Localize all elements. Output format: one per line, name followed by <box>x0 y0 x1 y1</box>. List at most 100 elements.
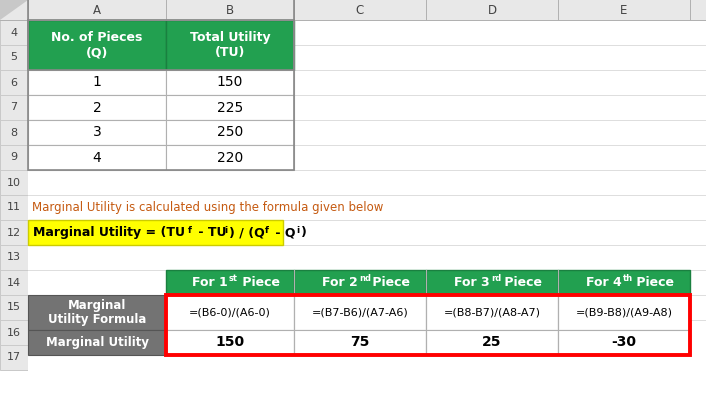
Text: For 4: For 4 <box>586 276 622 289</box>
Text: 11: 11 <box>7 202 21 212</box>
Bar <box>166 145 294 170</box>
Text: No. of Pieces
(Q): No. of Pieces (Q) <box>52 31 143 59</box>
Text: 5: 5 <box>11 52 18 62</box>
Polygon shape <box>0 0 28 20</box>
Text: 14: 14 <box>7 278 21 287</box>
Bar <box>28 220 283 245</box>
Bar <box>294 295 426 330</box>
Bar <box>166 330 294 355</box>
Bar <box>558 330 690 355</box>
Bar <box>0 70 28 95</box>
Text: 25: 25 <box>482 335 502 349</box>
Bar <box>28 295 166 330</box>
Text: For 2: For 2 <box>322 276 358 289</box>
Bar <box>166 20 294 70</box>
Bar <box>166 270 294 295</box>
Text: Piece: Piece <box>238 276 280 289</box>
Text: nd: nd <box>359 274 371 283</box>
Text: 75: 75 <box>350 335 370 349</box>
Bar <box>0 270 28 295</box>
Text: i: i <box>296 226 299 235</box>
Text: th: th <box>623 274 633 283</box>
Bar <box>0 320 28 345</box>
Text: Total Utility
(TU): Total Utility (TU) <box>190 31 270 59</box>
Bar <box>0 195 28 220</box>
Bar <box>426 295 558 330</box>
Text: E: E <box>621 4 628 17</box>
Text: Marginal
Utility Formula: Marginal Utility Formula <box>48 299 146 326</box>
Text: f: f <box>188 226 192 235</box>
Text: 2: 2 <box>92 100 102 114</box>
Bar <box>28 330 166 355</box>
Text: =(B7-B6)/(A7-A6): =(B7-B6)/(A7-A6) <box>311 308 408 318</box>
Bar <box>0 345 28 370</box>
Text: =(B8-B7)/(A8-A7): =(B8-B7)/(A8-A7) <box>443 308 541 318</box>
Text: f: f <box>265 226 269 235</box>
Text: 17: 17 <box>7 353 21 362</box>
Bar <box>28 345 706 370</box>
Text: 12: 12 <box>7 227 21 237</box>
Text: Marginal Utility is calculated using the formula given below: Marginal Utility is calculated using the… <box>32 201 383 214</box>
Bar <box>0 220 28 245</box>
Text: 150: 150 <box>215 335 244 349</box>
Text: 9: 9 <box>11 152 18 162</box>
Bar <box>0 95 28 120</box>
Bar <box>558 270 690 295</box>
Text: 6: 6 <box>11 77 18 87</box>
Bar <box>28 70 166 95</box>
Text: 4: 4 <box>11 27 18 37</box>
Bar <box>166 70 294 95</box>
Bar <box>166 295 690 355</box>
Text: B: B <box>226 4 234 17</box>
Text: - Q: - Q <box>271 226 296 239</box>
Bar <box>558 295 690 330</box>
Text: Piece: Piece <box>632 276 674 289</box>
Bar <box>0 20 28 45</box>
Bar <box>28 95 166 120</box>
Text: For 1: For 1 <box>192 276 228 289</box>
Text: ) / (Q: ) / (Q <box>229 226 265 239</box>
Bar <box>0 295 28 320</box>
Text: - TU: - TU <box>194 226 227 239</box>
Text: D: D <box>487 4 496 17</box>
Bar <box>294 330 426 355</box>
Bar <box>28 20 166 70</box>
Text: rd: rd <box>491 274 501 283</box>
Text: =(B9-B8)/(A9-A8): =(B9-B8)/(A9-A8) <box>575 308 673 318</box>
Bar <box>28 145 166 170</box>
Bar <box>28 20 294 170</box>
Bar <box>0 245 28 270</box>
Bar <box>166 295 294 330</box>
Text: 10: 10 <box>7 177 21 187</box>
Text: Piece: Piece <box>500 276 542 289</box>
Text: Marginal Utility: Marginal Utility <box>45 336 148 349</box>
Text: For 3: For 3 <box>455 276 490 289</box>
Bar <box>28 0 294 70</box>
Text: 13: 13 <box>7 252 21 262</box>
Text: 7: 7 <box>11 102 18 112</box>
Text: 4: 4 <box>92 150 102 164</box>
Text: 150: 150 <box>217 75 243 89</box>
Text: 3: 3 <box>92 125 102 139</box>
Text: st: st <box>229 274 238 283</box>
Bar <box>166 120 294 145</box>
Text: 8: 8 <box>11 127 18 137</box>
Bar <box>0 45 28 70</box>
Text: 250: 250 <box>217 125 243 139</box>
Text: ): ) <box>301 226 307 239</box>
Bar <box>0 120 28 145</box>
Text: 15: 15 <box>7 303 21 312</box>
Text: Piece: Piece <box>368 276 410 289</box>
Bar <box>28 120 166 145</box>
Text: 225: 225 <box>217 100 243 114</box>
Text: C: C <box>356 4 364 17</box>
Bar <box>294 270 426 295</box>
Text: 220: 220 <box>217 150 243 164</box>
Bar <box>426 270 558 295</box>
Text: 1: 1 <box>92 75 102 89</box>
Bar <box>0 0 706 20</box>
Text: -30: -30 <box>611 335 637 349</box>
Bar <box>0 145 28 170</box>
Bar <box>0 170 28 195</box>
Text: 16: 16 <box>7 328 21 337</box>
